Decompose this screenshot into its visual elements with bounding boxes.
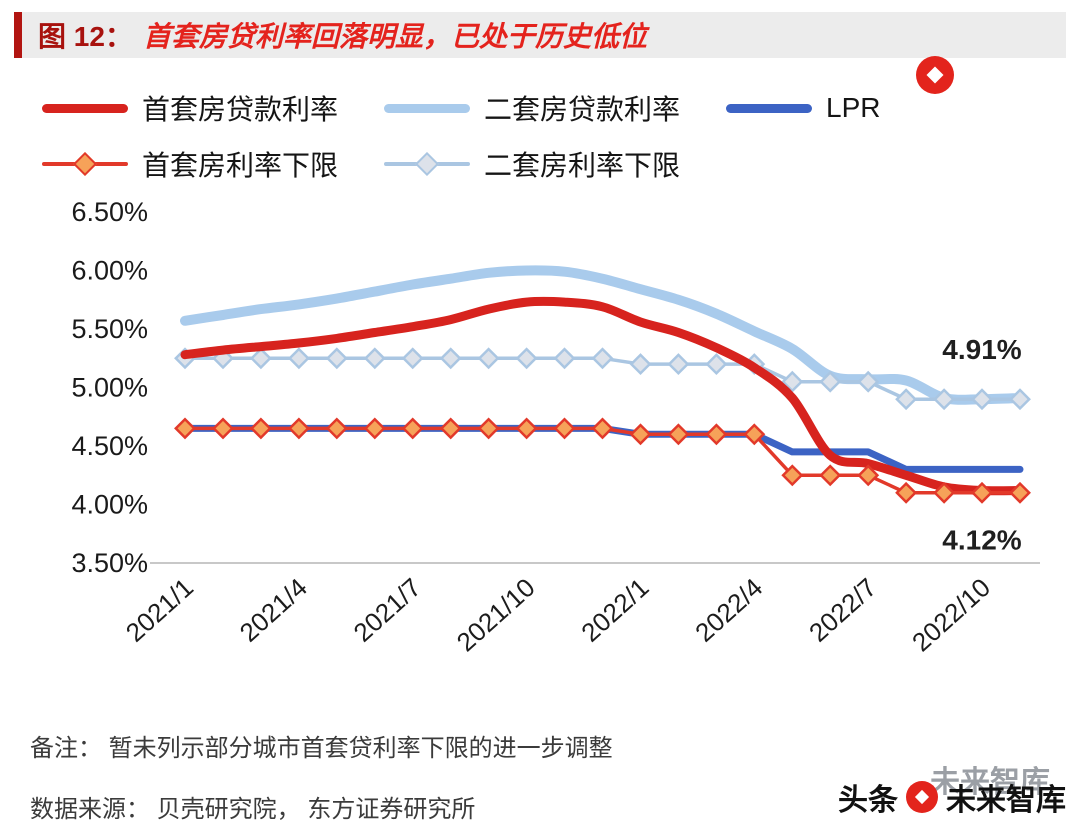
mortgage-rate-line-chart: 6.50%6.00%5.50%5.00%4.50%4.00%3.50%2021/… xyxy=(71,197,1040,657)
legend-line-swatch-icon xyxy=(384,95,471,121)
figure-title: 首套房贷利率回落明显，已处于历史低位 xyxy=(142,21,647,52)
legend-label: 二套房贷款利率 xyxy=(484,94,681,125)
watermark: 头条 未来智库 xyxy=(838,775,1066,819)
svg-text:2021/4: 2021/4 xyxy=(234,572,313,648)
legend-diamond-swatch-icon xyxy=(384,151,471,177)
legend-diamond-swatch-icon xyxy=(42,151,128,177)
svg-text:6.00%: 6.00% xyxy=(71,256,148,286)
note-remark: 备注： 暂未列示部分城市首套贷利率下限的进一步调整 xyxy=(30,735,613,762)
legend-item-lpr: LPR xyxy=(726,92,881,124)
svg-text:2022/1: 2022/1 xyxy=(575,572,654,648)
note-source: 数据来源： 贝壳研究院， 东方证券研究所 xyxy=(30,796,476,823)
legend-line-swatch-icon xyxy=(42,95,128,121)
title-accent-bar xyxy=(14,12,22,58)
svg-text:4.91%: 4.91% xyxy=(942,334,1021,365)
watermark-name: 未来智库 xyxy=(946,784,1066,817)
svg-text:2021/7: 2021/7 xyxy=(348,572,427,648)
legend-item-second-home-rate: 二套房贷款利率 xyxy=(384,88,680,128)
svg-text:4.00%: 4.00% xyxy=(71,490,148,520)
svg-text:2022/10: 2022/10 xyxy=(906,572,996,657)
watermark-brand: 头条 xyxy=(838,784,898,817)
legend: 首套房贷款利率 二套房贷款利率 LPR 首套房利率下限 二套房利率下限 xyxy=(42,88,881,184)
watermark-logo-icon xyxy=(906,781,938,813)
legend-row-1: 首套房贷款利率 二套房贷款利率 LPR xyxy=(42,88,881,128)
svg-text:2021/10: 2021/10 xyxy=(451,572,541,657)
figure-title-bar: 图 12： 首套房贷利率回落明显，已处于历史低位 xyxy=(14,12,1066,58)
brand-logo-icon xyxy=(916,56,954,94)
svg-text:5.50%: 5.50% xyxy=(71,314,148,344)
legend-label: 二套房利率下限 xyxy=(484,150,681,181)
svg-text:2021/1: 2021/1 xyxy=(120,572,199,648)
svg-text:4.12%: 4.12% xyxy=(942,525,1021,556)
legend-label: 首套房利率下限 xyxy=(142,150,339,181)
svg-text:4.50%: 4.50% xyxy=(71,431,148,461)
svg-text:3.50%: 3.50% xyxy=(71,548,148,578)
legend-item-first-home-floor: 首套房利率下限 xyxy=(42,144,338,184)
legend-line-swatch-icon xyxy=(726,95,813,121)
svg-text:2022/4: 2022/4 xyxy=(689,572,768,648)
legend-row-2: 首套房利率下限 二套房利率下限 xyxy=(42,144,881,184)
watermark-ghost-text: 未来智库 xyxy=(930,766,1050,799)
svg-text:6.50%: 6.50% xyxy=(71,197,148,227)
legend-item-second-home-floor: 二套房利率下限 xyxy=(384,144,680,184)
figure-number: 图 12： xyxy=(38,21,133,52)
svg-text:2022/7: 2022/7 xyxy=(803,572,882,648)
legend-label: LPR xyxy=(826,92,881,123)
svg-text:5.00%: 5.00% xyxy=(71,373,148,403)
footnotes: 备注： 暂未列示部分城市首套贷利率下限的进一步调整 数据来源： 贝壳研究院， 东… xyxy=(30,728,613,824)
legend-item-first-home-rate: 首套房贷款利率 xyxy=(42,88,338,128)
legend-label: 首套房贷款利率 xyxy=(142,94,339,125)
